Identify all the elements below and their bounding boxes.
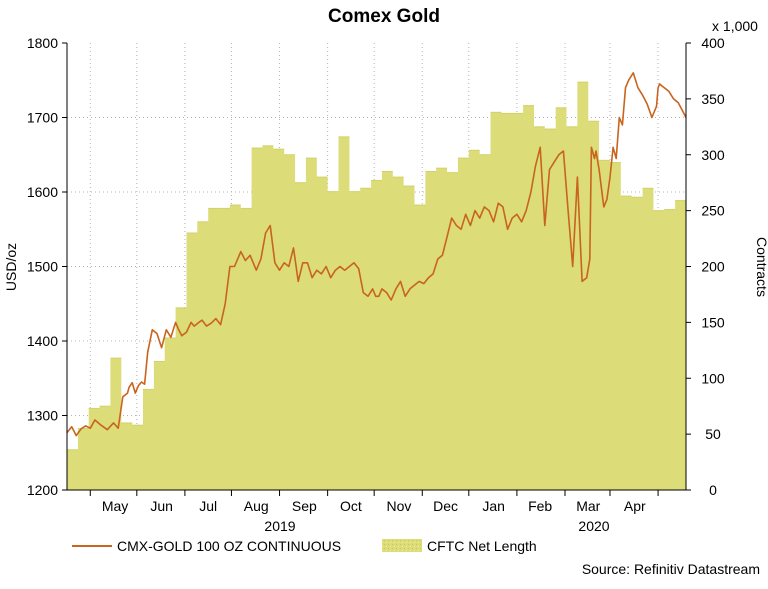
month-label-jan: Jan: [482, 498, 505, 514]
right-tick-label: 100: [701, 370, 725, 386]
year-label-2019: 2019: [264, 518, 295, 534]
left-tick-label: 1500: [27, 259, 58, 275]
right-tick-label: 350: [701, 91, 725, 107]
right-tick-label: 150: [701, 314, 725, 330]
right-tick-label: 200: [701, 259, 725, 275]
right-tick-label: 400: [701, 35, 725, 51]
right-tick-label: 0: [709, 482, 717, 498]
right-tick-label: 300: [701, 147, 725, 163]
chart-title: Comex Gold: [328, 6, 440, 27]
legend-label-net-length: CFTC Net Length: [427, 538, 537, 554]
month-label-feb: Feb: [528, 498, 552, 514]
month-label-oct: Oct: [340, 498, 362, 514]
month-label-nov: Nov: [387, 498, 412, 514]
gold-price-line-layer: [66, 72, 687, 437]
left-tick-label: 1600: [27, 184, 58, 200]
right-tick-label: 50: [705, 426, 721, 442]
month-label-apr: Apr: [624, 498, 646, 514]
left-tick-label: 1300: [27, 408, 58, 424]
left-tick-label: 1800: [27, 35, 58, 51]
left-axis-label: USD/oz: [3, 243, 19, 291]
month-tick-labels: May Jun Jul Aug Sep Oct Nov Dec Jan Feb Mar Apr: [102, 498, 646, 514]
right-axis-tick-labels: 0 50 100 150 200 250 300 350 400: [701, 35, 725, 498]
right-axis-label: Contracts: [754, 237, 768, 297]
legend: CMX-GOLD 100 OZ CONTINUOUS CFTC Net Leng…: [72, 538, 537, 554]
month-label-jun: Jun: [150, 498, 173, 514]
axes-layer: [62, 42, 691, 496]
source-note: Source: Refinitiv Datastream: [582, 561, 760, 577]
month-label-sep: Sep: [292, 498, 317, 514]
year-label-2020: 2020: [578, 518, 609, 534]
right-tick-label: 250: [701, 203, 725, 219]
month-label-jul: Jul: [199, 498, 217, 514]
left-tick-label: 1400: [27, 333, 58, 349]
left-tick-label: 1200: [27, 482, 58, 498]
month-label-dec: Dec: [433, 498, 458, 514]
left-tick-label: 1700: [27, 110, 58, 126]
month-label-aug: Aug: [244, 498, 269, 514]
net-length-area-layer: [67, 81, 686, 490]
gold-price-line: [66, 72, 687, 437]
right-axis-multiplier: x 1,000: [712, 18, 758, 34]
net-length-area: [67, 82, 686, 490]
legend-swatch-net-length: [382, 539, 422, 552]
left-axis-tick-labels: 1200 1300 1400 1500 1600 1700 1800: [27, 35, 58, 498]
month-label-mar: Mar: [576, 498, 600, 514]
month-label-may: May: [102, 498, 128, 514]
legend-label-gold: CMX-GOLD 100 OZ CONTINUOUS: [117, 538, 341, 554]
